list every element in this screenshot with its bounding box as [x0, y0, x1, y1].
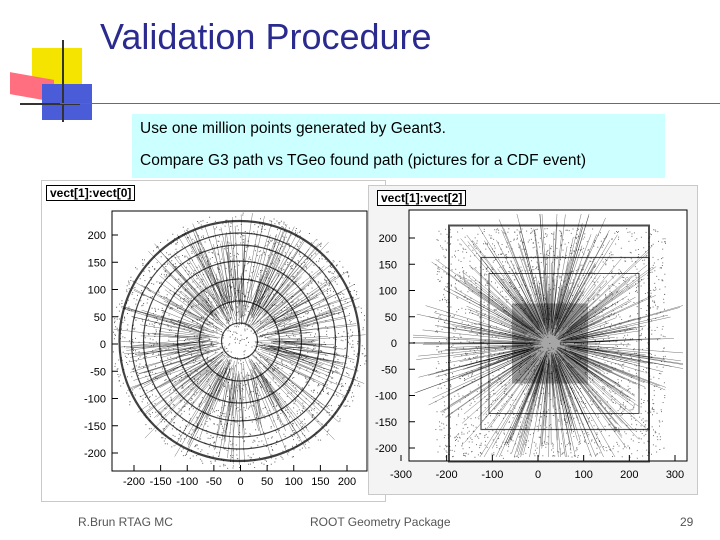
- y-tick-label: 100: [379, 286, 397, 298]
- y-tick-label: -50: [381, 364, 397, 376]
- x-tick-label: 0: [237, 476, 243, 488]
- x-tick-label: -150: [150, 476, 172, 488]
- logo-blue-square: [42, 84, 92, 120]
- y-tick-label: -100: [375, 391, 397, 403]
- x-tick-label: -300: [390, 469, 412, 481]
- x-tick-label: 150: [311, 476, 329, 488]
- plot2-marks: [412, 213, 684, 463]
- x-tick-label: 100: [285, 476, 303, 488]
- y-tick-label: -100: [84, 394, 106, 406]
- footer-author: R.Brun RTAG MC: [78, 515, 173, 529]
- y-tick-label: -200: [84, 448, 106, 460]
- y-tick-label: -150: [84, 421, 106, 433]
- plot-panel-zy: vect[1]:vect[2] -300 -200 -100 0 100 200 300 20…: [368, 185, 698, 495]
- bullet-text-2: Compare G3 path vs TGeo found path (pict…: [140, 152, 586, 169]
- bullet-box: Use one million points generated by Gean…: [132, 114, 665, 178]
- y-tick-label: 150: [379, 259, 397, 271]
- y-tick-label: 100: [88, 285, 106, 297]
- y-tick-label: 150: [88, 257, 106, 269]
- x-tick-label: -200: [436, 469, 458, 481]
- y-tick-label: 50: [385, 312, 397, 324]
- slide-title: Validation Procedure: [100, 16, 432, 57]
- x-tick-label: 50: [261, 476, 273, 488]
- y-tick-label: 0: [100, 339, 106, 351]
- y-tick-label: 50: [94, 312, 106, 324]
- logo-horizontal-line: [20, 103, 80, 105]
- plot-title-zy: vect[1]:vect[2]: [377, 190, 467, 206]
- x-tick-label: -100: [176, 476, 198, 488]
- x-tick-label: -100: [481, 469, 503, 481]
- plot-panel-xy: vect[1]:vect[0] -200 -150 -100 -50 0 50 100 150…: [41, 180, 386, 502]
- logo-vertical-line: [62, 40, 64, 122]
- scatter-plot-xy: -200 -150 -100 -50 0 50 100 150 200 200 150 100 50 0 -…: [84, 210, 368, 488]
- title-divider: [60, 103, 720, 104]
- y-tick-label: 0: [391, 338, 397, 350]
- x-tick-label: -50: [206, 476, 222, 488]
- y-tick-label: -50: [90, 366, 106, 378]
- footer-title: ROOT Geometry Package: [310, 515, 451, 529]
- x-tick-label: -200: [123, 476, 145, 488]
- x-tick-label: 200: [338, 476, 356, 488]
- y-tick-label: -150: [375, 417, 397, 429]
- plot1-marks: [112, 212, 367, 469]
- page-number: 29: [680, 515, 694, 529]
- y-tick-label: -200: [375, 443, 397, 455]
- plot-title-xy: vect[1]:vect[0]: [46, 185, 136, 201]
- y-tick-label: 200: [88, 230, 106, 242]
- x-tick-label: 300: [666, 469, 684, 481]
- x-tick-label: 100: [574, 469, 592, 481]
- x-tick-label: 0: [535, 469, 541, 481]
- bullet-text-1: Use one million points generated by Gean…: [140, 120, 446, 137]
- scatter-plot-zy: -300 -200 -100 0 100 200 300 200 150 100 50 0 -50 -10…: [375, 209, 688, 481]
- y-tick-label: 200: [379, 233, 397, 245]
- x-tick-label: 200: [620, 469, 638, 481]
